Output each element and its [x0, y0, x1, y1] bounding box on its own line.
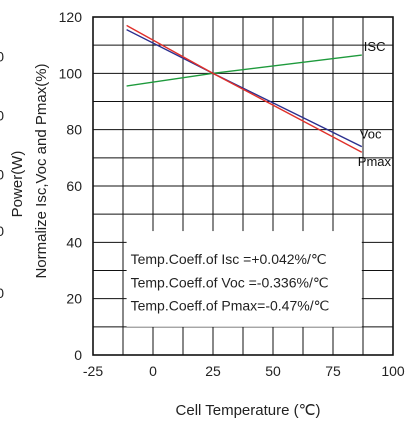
y-tick-label: 20: [66, 291, 82, 307]
outer-y-tick-label: 0: [0, 167, 4, 183]
y-tick-label: 80: [66, 122, 82, 138]
series-label-isc: ISC: [364, 39, 386, 54]
y-tick-label: 60: [66, 178, 82, 194]
series-lines: [126, 24, 363, 153]
annotation-box: [126, 231, 362, 327]
y-axis-title: Normalize Isc,Voc and Pmax(%): [33, 63, 50, 278]
outer-y-tick-label: 0: [0, 48, 4, 64]
series-line-isc: [126, 54, 362, 87]
plot-frame: [92, 16, 394, 356]
y-tick-label: 0: [74, 347, 82, 363]
outer-y-tick-label: 0: [0, 285, 4, 301]
annotation-text: Temp.Coeff.of Isc =+0.042%/℃: [131, 251, 327, 267]
x-tick-label: 100: [381, 363, 405, 379]
annotation-text: Temp.Coeff.of Pmax=-0.47%/℃: [131, 297, 330, 313]
outer-y-axis-title: Power(W): [9, 151, 26, 218]
series-label-voc: Voc: [360, 127, 382, 142]
outer-y-tick-label: 0: [0, 108, 4, 124]
annotations: Temp.Coeff.of Isc =+0.042%/℃ Temp.Coeff.o…: [131, 251, 330, 313]
x-axis-title: Cell Temperature (℃): [176, 402, 321, 419]
x-tick-label: 75: [325, 363, 341, 379]
series-label-pmax: Pmax: [358, 154, 392, 169]
y-tick-labels: 0 20 40 60 80 100 120: [59, 9, 83, 363]
outer-y-tick-labels: 0 0 0 0 0: [0, 48, 4, 301]
x-tick-label: -25: [83, 363, 103, 379]
series-line-voc: [126, 29, 363, 148]
y-tick-label: 120: [59, 9, 83, 25]
x-tick-label: 25: [205, 363, 221, 379]
annotation-text: Temp.Coeff.of Voc =-0.336%/℃: [131, 274, 329, 290]
y-tick-label: 40: [66, 234, 82, 250]
series-labels: ISC Voc Pmax: [358, 39, 392, 169]
series-line-pmax: [126, 24, 363, 153]
x-tick-label: 0: [149, 363, 157, 379]
x-tick-label: 50: [265, 363, 281, 379]
y-tick-label: 100: [59, 65, 83, 81]
grid: [93, 17, 393, 355]
outer-y-tick-label: 0: [0, 223, 4, 239]
x-tick-labels: -25 0 25 50 75 100: [83, 363, 405, 379]
